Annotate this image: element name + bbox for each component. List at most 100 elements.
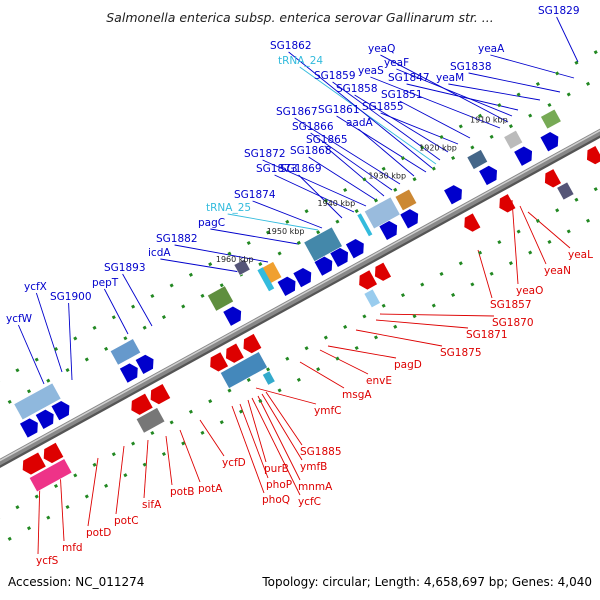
forward-gene-arrow <box>51 400 70 421</box>
track-tick <box>200 430 205 435</box>
track-tick <box>508 124 513 129</box>
gene-label-mfd: mfd <box>62 542 83 554</box>
reverse-gene-arrow <box>22 452 46 475</box>
leader-line <box>336 115 427 173</box>
gene-label-SG1867: SG1867 <box>276 106 318 118</box>
leader-line <box>165 435 173 486</box>
track-tick <box>400 156 406 161</box>
leader-line <box>143 439 149 499</box>
gene-label-yeaM: yeaM <box>436 72 464 84</box>
gene-label-yeaF: yeaF <box>384 57 409 69</box>
track-tick <box>219 420 224 425</box>
track-tick <box>574 197 579 202</box>
gene-label-potB: potB <box>170 486 194 498</box>
forward-gene-arrow <box>330 247 349 268</box>
track-tick <box>188 409 193 414</box>
track-tick <box>161 451 166 457</box>
leader-line <box>122 273 153 327</box>
track-tick <box>304 346 309 351</box>
gene-label-ymfC: ymfC <box>314 405 341 417</box>
trna-marker <box>357 213 373 237</box>
track-tick <box>239 409 244 414</box>
track-tick <box>335 356 340 361</box>
track-tick <box>439 271 444 276</box>
reverse-gene-arrow <box>43 442 64 464</box>
track-tick <box>362 177 367 182</box>
track-tick <box>277 251 282 256</box>
gene-label-SG1847: SG1847 <box>388 72 430 84</box>
reverse-gene-arrow <box>586 145 600 165</box>
forward-gene-arrow <box>345 239 364 259</box>
backbone-highlight <box>0 129 600 462</box>
track-tick <box>420 145 425 150</box>
track-tick <box>46 378 51 383</box>
track-tick <box>316 230 321 235</box>
track-tick <box>246 377 251 383</box>
gene-label-phoP: phoP <box>266 479 292 491</box>
track-tick <box>169 420 174 425</box>
leader-line <box>115 445 125 515</box>
gene-label-SG1874: SG1874 <box>234 189 276 201</box>
forward-gene-arrow <box>135 354 154 375</box>
leader-line <box>327 345 397 359</box>
track-tick <box>84 494 89 499</box>
leader-line <box>354 94 449 153</box>
forward-gene-arrow <box>293 267 312 288</box>
track-tick <box>585 81 591 86</box>
leader-line <box>294 117 401 185</box>
gene-label-SG1865: SG1865 <box>306 134 348 146</box>
leader-line <box>274 174 355 213</box>
gene-label-aadA: aadA <box>346 117 374 129</box>
gene-label-potC: potC <box>114 515 139 527</box>
track-tick <box>265 230 271 235</box>
leader-line <box>355 329 443 347</box>
leader-line <box>68 302 73 381</box>
forward-gene-arrow <box>277 276 296 296</box>
track-tick <box>131 304 136 309</box>
track-tick <box>574 60 579 65</box>
track-tick <box>181 304 186 309</box>
track-tick <box>555 71 560 76</box>
track-tick <box>431 303 436 308</box>
gene-label-pepT: pepT <box>92 277 119 289</box>
leader-line <box>104 288 129 335</box>
track-tick <box>227 388 232 393</box>
leader-line <box>490 54 575 79</box>
gene-label-SG1855: SG1855 <box>362 101 404 113</box>
gene-label-SG1893: SG1893 <box>104 262 146 274</box>
gene-label-envE: envE <box>366 375 392 387</box>
gene-label-ycfC: ycfC <box>298 496 321 508</box>
track-tick <box>412 177 417 182</box>
track-tick <box>181 441 186 446</box>
track-tick <box>547 239 552 244</box>
reverse-gene-block <box>28 458 73 493</box>
reverse-gene-arrow <box>464 213 481 232</box>
gene-label-ycfW: ycfW <box>6 313 33 325</box>
track-tick <box>458 261 463 266</box>
track-tick <box>169 283 174 288</box>
forward-gene-block <box>466 149 489 170</box>
gene-label-sifA: sifA <box>142 499 162 511</box>
leader-line <box>406 83 519 111</box>
track-tick <box>400 293 406 298</box>
track-tick <box>111 315 116 320</box>
gene-label-mnmA: mnmA <box>298 481 333 493</box>
track-tick <box>323 198 328 203</box>
gene-label-SG1871: SG1871 <box>466 329 508 341</box>
leader-line <box>448 83 541 101</box>
track-tick <box>470 282 475 287</box>
backbone <box>0 128 600 466</box>
track-tick <box>258 398 263 404</box>
leader-line <box>370 76 501 129</box>
track-tick <box>516 92 521 97</box>
reverse-gene-block <box>363 288 381 309</box>
leader-line <box>375 319 469 329</box>
gene-label-SG1882: SG1882 <box>156 233 198 245</box>
track-tick <box>92 325 97 330</box>
gene-label-SG1858: SG1858 <box>336 83 378 95</box>
track-tick <box>335 219 340 224</box>
gene-label-yeaA: yeaA <box>478 43 505 55</box>
track-tick <box>200 293 205 298</box>
gene-label-SG1900: SG1900 <box>50 291 92 303</box>
leader-line <box>324 145 385 197</box>
